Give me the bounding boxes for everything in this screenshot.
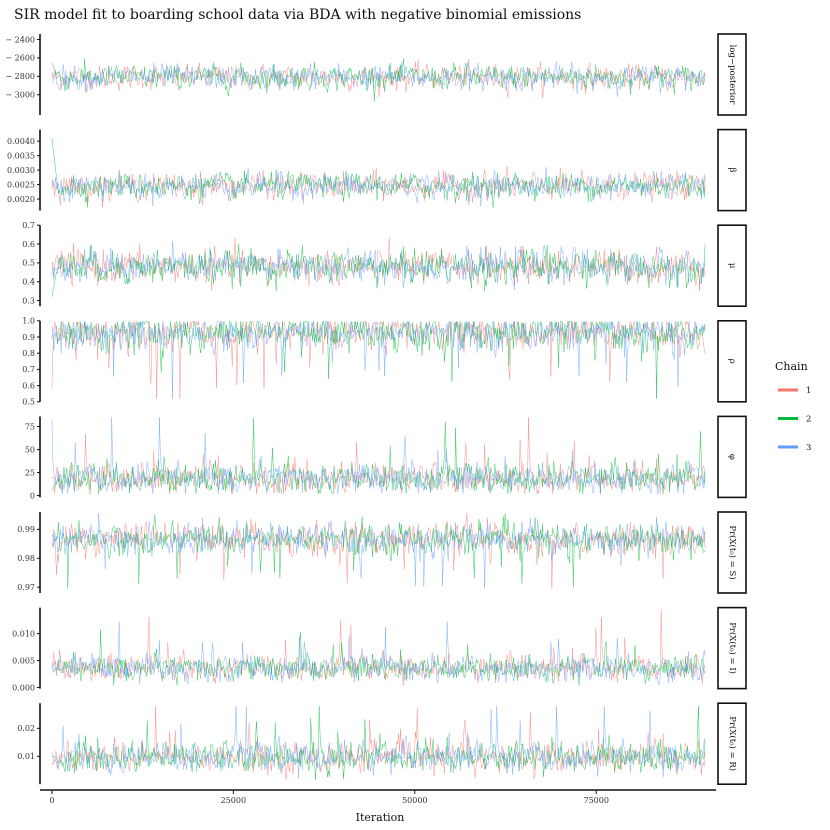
- y-tick-label: 0.02: [17, 724, 35, 733]
- series-line-chain-3-panel-8: [51, 705, 706, 779]
- y-tick-label: 0.0030: [7, 166, 35, 175]
- x-axis-title: Iteration: [356, 811, 405, 824]
- facet-strip-label: μ: [727, 263, 737, 269]
- facet-strip: [717, 128, 747, 212]
- y-tick-label: 0: [30, 491, 35, 500]
- facet-strip: [717, 511, 747, 594]
- y-tick-label: 1.0: [22, 317, 35, 326]
- y-tick-label: 0.5: [22, 398, 35, 407]
- series-line-chain-3-panel-6: [51, 513, 706, 589]
- y-tick-label: 50: [25, 445, 35, 454]
- panel-7: 0.010 0.005 0.000 Pr(X(t₀) = I): [12, 606, 747, 692]
- facet-strip-label: β: [727, 168, 737, 173]
- facet-strip-label: Pr(X(t₀) = R): [727, 716, 738, 771]
- series-line-chain-1-panel-8: [51, 705, 706, 780]
- x-tick-label: 0: [49, 796, 54, 805]
- panel-8: 0.02 0.01 Pr(X(t₀) = R): [17, 702, 747, 786]
- facet-strip: [717, 702, 747, 786]
- y-tick-label: − 2600: [5, 54, 35, 63]
- y-tick-label: − 2400: [5, 35, 35, 44]
- legend-label-chain-2: 2: [806, 415, 811, 425]
- facet-strip: [717, 606, 747, 690]
- series-line-chain-1-panel-7: [51, 609, 706, 686]
- series-line-chain-1-panel-5: [51, 417, 706, 494]
- facet-strip: [717, 415, 747, 499]
- series-line-chain-3-panel-1: [51, 61, 706, 97]
- y-tick-label: − 3000: [5, 91, 35, 100]
- y-tick-label: 0.0040: [7, 137, 35, 146]
- y-tick-label: 0.4: [22, 278, 35, 287]
- y-tick-label: 0.9: [22, 333, 35, 342]
- y-tick-label: 0.5: [22, 259, 35, 268]
- facet-strip-label: φ: [727, 454, 737, 460]
- x-axis: 0 25000 50000 75000: [40, 789, 716, 805]
- x-tick-label: 25000: [221, 796, 246, 805]
- y-tick-label: 0.005: [12, 656, 35, 665]
- panel-3: 0.7 0.6 0.5 0.4 0.3 μ: [22, 221, 747, 307]
- x-tick-label: 50000: [402, 796, 427, 805]
- y-tick-label: 0.99: [17, 525, 35, 534]
- panel-5: 75 50 25 0 φ: [25, 415, 747, 500]
- y-tick-label: 25: [25, 468, 35, 477]
- panel-1: − 2400 − 2600 − 2800 − 3000 log−posterior: [5, 33, 747, 116]
- y-tick-label: − 2800: [5, 72, 35, 81]
- legend-label-chain-3: 3: [806, 443, 811, 453]
- x-tick-label: 75000: [584, 796, 609, 805]
- y-tick-label: 0.97: [17, 583, 35, 592]
- y-tick-label: 0.010: [12, 629, 35, 638]
- legend: Chain 1 2 3: [775, 360, 811, 453]
- panel-6: 0.99 0.98 0.97 Pr(X(t₀) = S): [17, 511, 747, 594]
- series-line-chain-2-panel-8: [51, 705, 706, 780]
- facet-strip-label: ρ: [727, 359, 737, 364]
- y-tick-label: 0.0020: [7, 195, 35, 204]
- series-line-chain-3-panel-3: [51, 241, 706, 290]
- facet-strip: [717, 319, 747, 403]
- series-line-chain-2-panel-6: [51, 513, 706, 589]
- y-tick-label: 0.01: [17, 752, 35, 761]
- facet-strip-label: Pr(X(t₀) = S): [727, 525, 738, 579]
- y-tick-label: 0.7: [22, 365, 35, 374]
- y-tick-label: 0.0035: [7, 151, 35, 160]
- y-tick-label: 0.0025: [7, 180, 35, 189]
- panels: − 2400 − 2600 − 2800 − 3000 log−posterior 0.0…: [5, 33, 747, 786]
- panel-2: 0.0040 0.0035 0.0030 0.0025 0.0020 β: [7, 128, 747, 212]
- facet-strip: [717, 224, 747, 307]
- facet-strip-label: log−posterior: [727, 45, 737, 106]
- chart-title: SIR model fit to boarding school data vi…: [14, 7, 581, 23]
- y-tick-label: 0.8: [22, 349, 35, 358]
- y-tick-label: 75: [25, 422, 35, 431]
- legend-label-chain-1: 1: [806, 386, 811, 396]
- facet-strip-label: Pr(X(t₀) = I): [727, 622, 738, 674]
- panel-4: 1.0 0.9 0.8 0.7 0.6 0.5 ρ: [22, 317, 747, 407]
- series-line-chain-3-panel-4: [51, 320, 706, 399]
- series-line-chain-3-panel-2: [51, 167, 706, 207]
- y-tick-label: 0.98: [17, 554, 35, 563]
- y-tick-label: 0.000: [12, 683, 35, 692]
- y-tick-label: 0.7: [22, 221, 35, 230]
- y-tick-label: 0.6: [22, 240, 35, 249]
- series-line-chain-2-panel-1: [51, 58, 706, 102]
- series-line-chain-1-panel-2: [51, 166, 706, 208]
- series-line-chain-3-panel-7: [51, 621, 706, 685]
- series-line-chain-2-panel-3: [51, 243, 706, 297]
- legend-title: Chain: [775, 360, 808, 373]
- y-tick-label: 0.6: [22, 381, 35, 390]
- series-line-chain-3-panel-5: [51, 417, 706, 494]
- facet-strip: [717, 33, 747, 116]
- y-tick-label: 0.3: [22, 296, 35, 305]
- series-line-chain-2-panel-2: [51, 138, 706, 208]
